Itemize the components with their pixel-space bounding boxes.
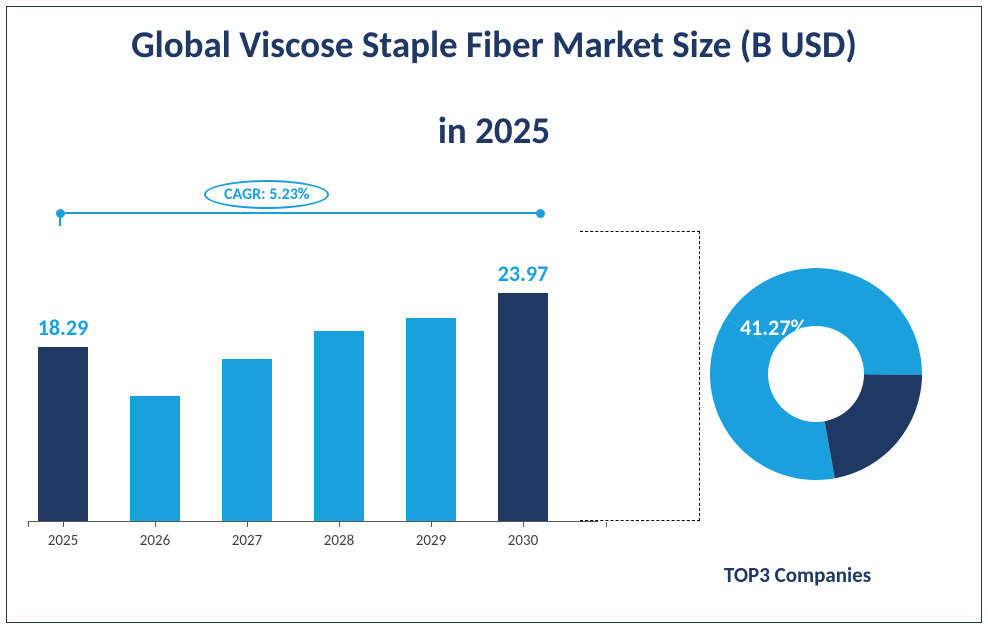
cagr-bracket-end-right — [536, 209, 545, 218]
x-tick — [606, 522, 607, 527]
bar — [406, 318, 456, 521]
x-axis-label: 2026 — [115, 532, 195, 550]
bar-value-label: 23.97 — [478, 260, 568, 287]
x-tick — [63, 522, 64, 527]
bar-chart: CAGR: 5.23% 202518.292026202720282029203… — [28, 230, 588, 550]
top3-companies-label: TOP3 Companies — [724, 562, 871, 588]
chart-title-line2: in 2025 — [0, 108, 988, 153]
donut-svg — [710, 268, 922, 480]
x-tick — [155, 522, 156, 527]
x-tick — [339, 522, 340, 527]
x-axis-label: 2030 — [483, 532, 563, 550]
chart-title-line1: Global Viscose Staple Fiber Market Size … — [0, 22, 988, 67]
cagr-badge: CAGR: 5.23% — [204, 180, 329, 209]
x-axis-label: 2028 — [299, 532, 379, 550]
bar — [222, 359, 272, 521]
bar-value-label: 18.29 — [18, 314, 108, 341]
x-axis-label: 2025 — [23, 532, 103, 550]
connector-dashed-box — [580, 231, 700, 521]
x-axis — [28, 521, 598, 522]
bar — [498, 293, 548, 521]
bar — [38, 347, 88, 521]
donut-slice — [825, 374, 922, 478]
x-axis-label: 2027 — [207, 532, 287, 550]
x-tick — [523, 522, 524, 527]
cagr-bracket-drop-left — [59, 212, 61, 226]
donut-slice-label: 41.27% — [740, 314, 807, 341]
x-tick — [28, 522, 29, 527]
bar — [314, 331, 364, 521]
cagr-bracket-line — [60, 212, 540, 214]
x-axis-label: 2029 — [391, 532, 471, 550]
x-tick — [247, 522, 248, 527]
donut-chart: 41.27% — [710, 268, 922, 480]
bar — [130, 396, 180, 521]
x-tick — [431, 522, 432, 527]
